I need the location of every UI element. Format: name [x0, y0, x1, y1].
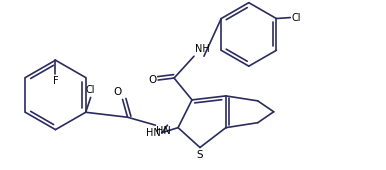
Text: Cl: Cl — [291, 13, 301, 23]
Text: NH: NH — [195, 44, 210, 54]
Text: HN: HN — [146, 128, 161, 138]
Text: HN: HN — [156, 126, 171, 136]
Text: S: S — [196, 150, 203, 160]
Text: Cl: Cl — [86, 85, 95, 95]
Text: O: O — [113, 87, 122, 97]
Text: F: F — [52, 76, 58, 86]
Text: O: O — [148, 75, 156, 85]
